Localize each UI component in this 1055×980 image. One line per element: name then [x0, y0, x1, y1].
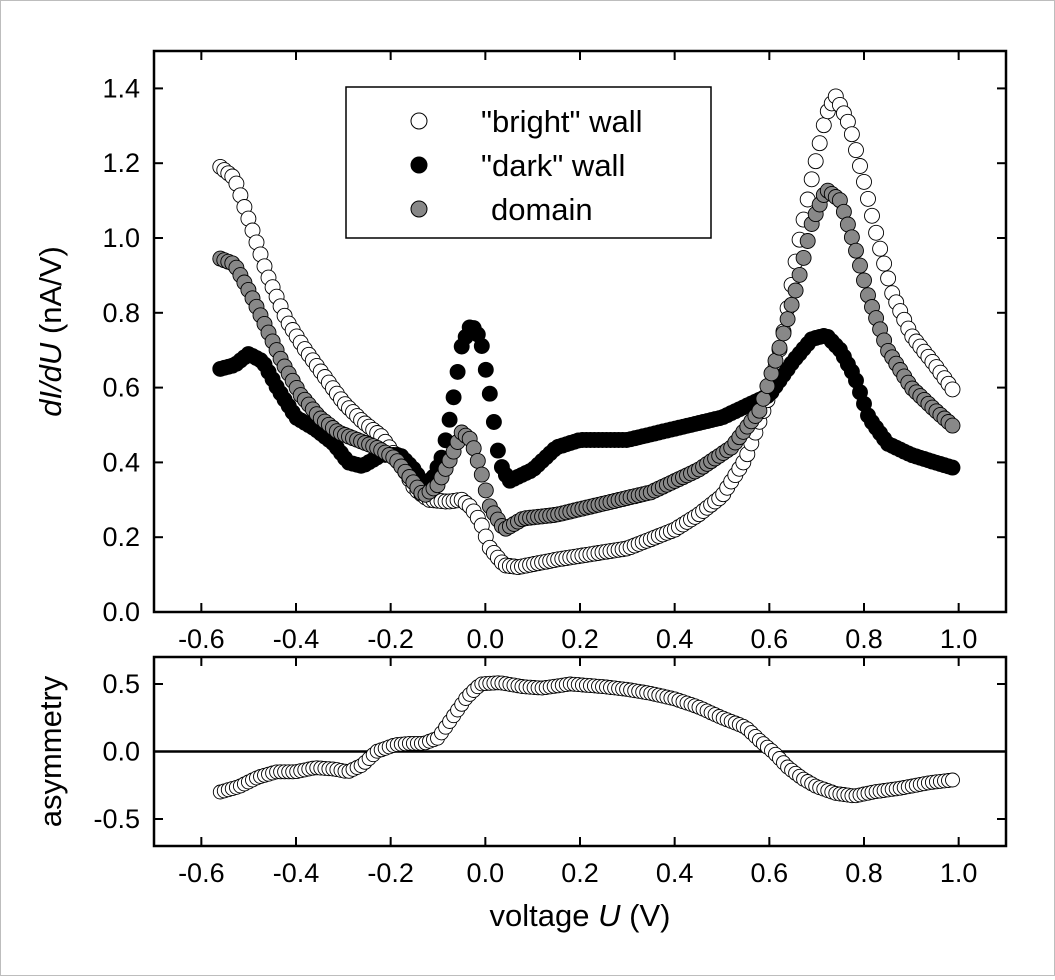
data-point-dark-wall — [485, 414, 502, 430]
top-panel: -0.6 -0.4 -0.2 0.0 0.2 0.4 0.6 0.8 1.0 0.0 0.2 0.4 0… — [33, 49, 1008, 654]
data-point-asymmetry — [945, 772, 960, 788]
y-tick-label-top: 0.4 — [102, 447, 140, 477]
data-point-domain — [477, 482, 494, 499]
x-tick-label-top: 0.4 — [656, 624, 694, 654]
bottom-panel-ticks: -0.6 -0.4 -0.2 0.0 0.2 0.4 0.6 0.8 1.0 0.5 0.0 -0.5 — [93, 657, 1006, 888]
x-axis-label-units: (V) — [621, 898, 671, 933]
x-tick-label-top: 0.0 — [467, 624, 505, 654]
y-tick-label-bottom: -0.5 — [93, 804, 140, 834]
x-tick-label-bottom: 1.0 — [940, 858, 978, 888]
x-tick-label-top: 0.8 — [845, 624, 883, 654]
y-tick-label-top: 0.0 — [102, 597, 140, 627]
data-point-domain — [791, 266, 808, 283]
bottom-y-axis-label: asymmetry — [33, 675, 68, 827]
data-point-domain — [843, 229, 860, 246]
data-point-domain — [799, 233, 816, 249]
data-point-bright-wall — [843, 126, 860, 143]
data-point-bright-wall — [811, 135, 828, 152]
top-panel-markers — [212, 88, 961, 576]
x-tick-label-bottom: 0.0 — [467, 858, 505, 888]
legend-box — [345, 86, 712, 239]
bottom-panel-markers — [212, 675, 960, 804]
x-axis-label-text: voltage — [490, 898, 599, 933]
x-tick-label-bottom: -0.6 — [178, 858, 225, 888]
y-tick-label-bottom: 0.0 — [102, 737, 140, 767]
legend: "bright" wall "dark" wall domain — [345, 86, 712, 239]
data-point-domain — [779, 311, 796, 328]
data-point-domain — [783, 296, 800, 313]
top-y-axis-label: dI/dU (nA/V) — [33, 246, 68, 417]
data-point-bright-wall — [856, 173, 872, 190]
data-point-dark-wall — [489, 442, 506, 459]
data-point-bright-wall — [807, 153, 824, 170]
bottom-panel: -0.6 -0.4 -0.2 0.0 0.2 0.4 0.6 0.8 1.0 0.5 0.0 -0.5… — [33, 655, 1008, 933]
x-tick-label-top: -0.6 — [178, 624, 225, 654]
data-point-domain — [775, 325, 792, 342]
legend-label-domain: domain — [491, 192, 593, 227]
data-point-bright-wall — [872, 240, 889, 257]
data-point-dark-wall — [441, 411, 458, 428]
data-point-domain — [852, 257, 868, 274]
data-point-dark-wall — [449, 363, 466, 380]
legend-marker-bright-wall — [410, 112, 428, 130]
data-point-bright-wall — [864, 207, 880, 224]
data-point-bright-wall — [803, 171, 820, 188]
data-point-bright-wall — [876, 255, 893, 272]
x-tick-label-top: 0.6 — [751, 624, 789, 654]
x-tick-label-bottom: 0.2 — [561, 858, 599, 888]
data-point-dark-wall — [481, 385, 498, 402]
x-axis-label: voltage U (V) — [490, 898, 671, 933]
y-tick-label-top: 0.8 — [102, 298, 140, 328]
data-point-domain — [473, 466, 490, 483]
y-tick-label-top: 1.2 — [102, 148, 140, 178]
data-point-domain — [787, 282, 804, 299]
top-y-axis-label-units: (nA/V) — [33, 246, 68, 342]
y-tick-label-top: 0.6 — [102, 373, 140, 403]
top-panel-ticks: -0.6 -0.4 -0.2 0.0 0.2 0.4 0.6 0.8 1.0 0.0 0.2 0.4 0… — [102, 51, 1006, 654]
x-tick-label-bottom: -0.4 — [273, 858, 320, 888]
data-point-bright-wall — [852, 158, 868, 174]
data-point-domain — [856, 272, 872, 289]
data-point-bright-wall — [815, 117, 832, 134]
data-point-domain — [469, 452, 486, 469]
x-tick-label-bottom: 0.6 — [751, 858, 789, 888]
x-tick-label-bottom: 0.8 — [845, 858, 883, 888]
data-point-dark-wall — [445, 389, 462, 406]
y-tick-label-top: 1.0 — [102, 223, 140, 253]
data-point-dark-wall — [944, 459, 961, 476]
legend-marker-domain — [410, 200, 428, 218]
data-point-bright-wall — [860, 190, 876, 207]
x-tick-label-bottom: 0.4 — [656, 858, 694, 888]
data-point-bright-wall — [848, 142, 864, 159]
x-tick-label-top: -0.4 — [273, 624, 320, 654]
x-tick-label-top: 1.0 — [940, 624, 978, 654]
y-tick-label-bottom: 0.5 — [102, 669, 140, 699]
x-axis-label-italic: U — [598, 898, 621, 933]
data-point-dark-wall — [473, 338, 490, 354]
data-point-bright-wall — [868, 224, 885, 241]
x-tick-label-top: -0.2 — [367, 624, 414, 654]
x-tick-label-top: 0.2 — [561, 624, 599, 654]
x-tick-label-bottom: -0.2 — [367, 858, 414, 888]
data-point-dark-wall — [477, 361, 494, 378]
data-point-domain — [771, 339, 788, 356]
legend-label-dark-wall: "dark" wall — [481, 148, 625, 183]
y-tick-label-top: 1.4 — [102, 73, 140, 103]
data-point-domain — [795, 249, 812, 266]
legend-label-bright-wall: "bright" wall — [481, 104, 643, 139]
legend-marker-dark-wall — [410, 156, 428, 174]
data-point-domain — [848, 242, 864, 259]
data-point-bright-wall — [944, 381, 961, 398]
top-y-axis-label-italic: dI/dU — [33, 342, 68, 417]
y-tick-label-top: 0.2 — [102, 522, 140, 552]
data-point-bright-wall — [880, 270, 897, 287]
data-point-domain — [944, 417, 961, 434]
